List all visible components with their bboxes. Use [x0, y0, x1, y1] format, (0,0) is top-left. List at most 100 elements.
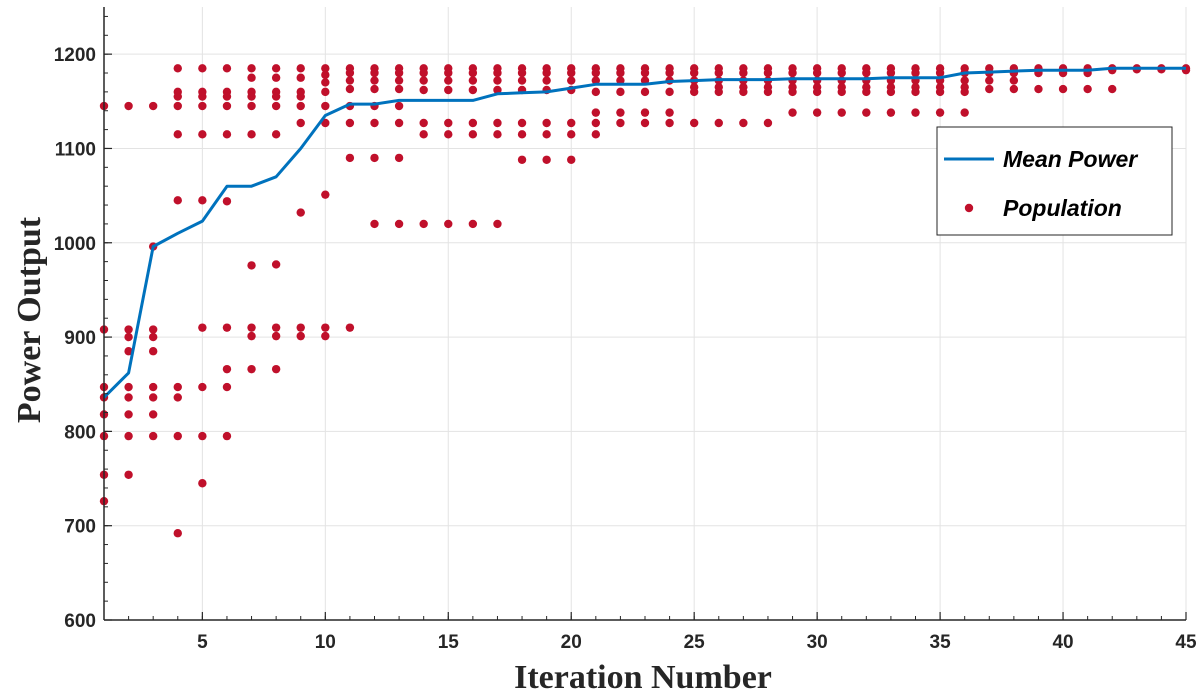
population-point — [665, 87, 674, 97]
population-point — [640, 108, 650, 117]
population-point — [640, 87, 650, 97]
population-point — [173, 64, 182, 73]
population-point — [296, 208, 305, 217]
population-point — [271, 73, 281, 82]
population-point — [247, 364, 256, 374]
population-point — [886, 87, 896, 97]
legend-mean-power-label: Mean Power — [1003, 146, 1138, 172]
population-point — [394, 118, 404, 128]
y-axis-title: Power Output — [11, 216, 48, 423]
population-point — [222, 92, 232, 101]
population-point — [419, 85, 428, 95]
population-point — [689, 118, 699, 128]
population-point — [419, 118, 428, 128]
population-point — [788, 108, 797, 117]
population-point — [1083, 84, 1092, 94]
population-point — [640, 68, 650, 78]
population-point — [370, 76, 379, 85]
population-point — [444, 130, 453, 139]
population-point — [886, 108, 896, 117]
x-tick-label: 45 — [1175, 632, 1197, 653]
population-point — [222, 364, 232, 374]
population-point — [148, 393, 158, 402]
population-point — [198, 130, 207, 139]
x-tick-label: 5 — [197, 632, 208, 653]
population-point — [468, 68, 478, 78]
population-point — [862, 87, 871, 97]
population-point — [173, 393, 182, 402]
population-point — [911, 87, 920, 97]
population-point — [271, 101, 281, 111]
population-point — [542, 118, 551, 128]
population-point — [173, 92, 182, 101]
population-point — [689, 87, 699, 97]
population-point — [911, 108, 920, 117]
grid-lines — [104, 7, 1187, 621]
population-point — [296, 331, 305, 341]
population-point — [247, 323, 256, 332]
population-point — [394, 219, 404, 229]
population-point — [419, 219, 428, 229]
population-point — [567, 76, 576, 85]
y-tick-label: 1100 — [55, 139, 96, 160]
population-point — [198, 196, 207, 205]
population-point — [567, 155, 576, 164]
population-point — [665, 118, 674, 128]
population-point — [124, 393, 133, 402]
population-point — [739, 87, 748, 97]
population-point — [444, 219, 453, 229]
population-point — [148, 431, 158, 441]
population-point — [394, 153, 404, 163]
population-point — [935, 87, 945, 97]
population-point — [812, 68, 822, 78]
population-point — [837, 87, 846, 97]
population-point — [345, 84, 355, 94]
population-point — [247, 64, 256, 73]
population-point — [985, 84, 994, 94]
legend-population-swatch — [964, 203, 974, 213]
population-point — [321, 118, 330, 128]
population-point — [198, 64, 207, 73]
population-point — [444, 68, 453, 78]
population-point — [493, 68, 502, 78]
population-point — [321, 323, 330, 332]
population-point — [493, 76, 502, 85]
population-point — [222, 130, 232, 139]
population-point — [468, 85, 478, 95]
population-point — [493, 219, 502, 229]
population-point — [247, 331, 256, 341]
population-point — [517, 68, 527, 78]
y-tick-label: 900 — [64, 328, 96, 349]
population-point — [222, 382, 232, 392]
population-point — [591, 68, 601, 78]
population-point — [124, 382, 133, 392]
population-point — [444, 76, 453, 85]
population-point — [198, 92, 207, 101]
population-point — [321, 331, 330, 341]
population-point — [714, 118, 723, 128]
population-point — [345, 153, 355, 163]
population-point — [960, 87, 969, 97]
population-point — [468, 118, 478, 128]
population-point — [296, 64, 305, 73]
x-tick-label: 30 — [807, 632, 828, 653]
population-point — [271, 323, 281, 332]
population-point — [517, 130, 527, 139]
population-point — [148, 382, 158, 392]
population-point — [960, 108, 969, 117]
population-point — [173, 382, 182, 392]
population-point — [935, 108, 945, 117]
population-point — [886, 68, 896, 78]
population-point — [788, 87, 797, 97]
population-point — [321, 101, 330, 111]
population-point — [148, 410, 158, 419]
population-point — [542, 130, 551, 139]
population-point — [198, 431, 207, 441]
population-point — [911, 68, 920, 78]
population-point — [370, 118, 379, 128]
population-point — [419, 130, 428, 139]
population-point — [714, 87, 723, 97]
population-point — [148, 347, 158, 356]
population-point — [763, 87, 773, 97]
